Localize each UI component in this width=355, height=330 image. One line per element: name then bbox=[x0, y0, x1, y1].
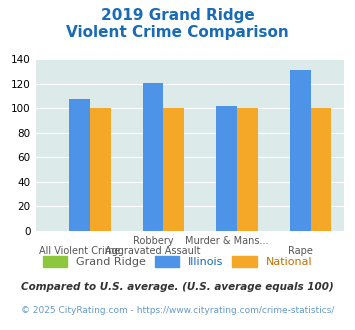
Text: Murder & Mans...: Murder & Mans... bbox=[185, 236, 268, 246]
Text: Violent Crime Comparison: Violent Crime Comparison bbox=[66, 25, 289, 40]
Text: All Violent Crime: All Violent Crime bbox=[39, 246, 120, 256]
Bar bbox=[163, 109, 184, 231]
Text: Compared to U.S. average. (U.S. average equals 100): Compared to U.S. average. (U.S. average … bbox=[21, 282, 334, 292]
Bar bbox=[290, 70, 311, 231]
Text: Robbery: Robbery bbox=[133, 236, 174, 246]
Bar bbox=[217, 106, 237, 231]
Bar bbox=[90, 109, 110, 231]
Bar bbox=[143, 83, 163, 231]
Bar bbox=[237, 109, 258, 231]
Text: Aggravated Assault: Aggravated Assault bbox=[105, 246, 201, 256]
Text: © 2025 CityRating.com - https://www.cityrating.com/crime-statistics/: © 2025 CityRating.com - https://www.city… bbox=[21, 306, 334, 315]
Text: 2019 Grand Ridge: 2019 Grand Ridge bbox=[100, 8, 255, 23]
Bar bbox=[311, 109, 331, 231]
Text: Rape: Rape bbox=[288, 246, 313, 256]
Bar bbox=[69, 99, 90, 231]
Legend: Grand Ridge, Illinois, National: Grand Ridge, Illinois, National bbox=[38, 251, 317, 271]
